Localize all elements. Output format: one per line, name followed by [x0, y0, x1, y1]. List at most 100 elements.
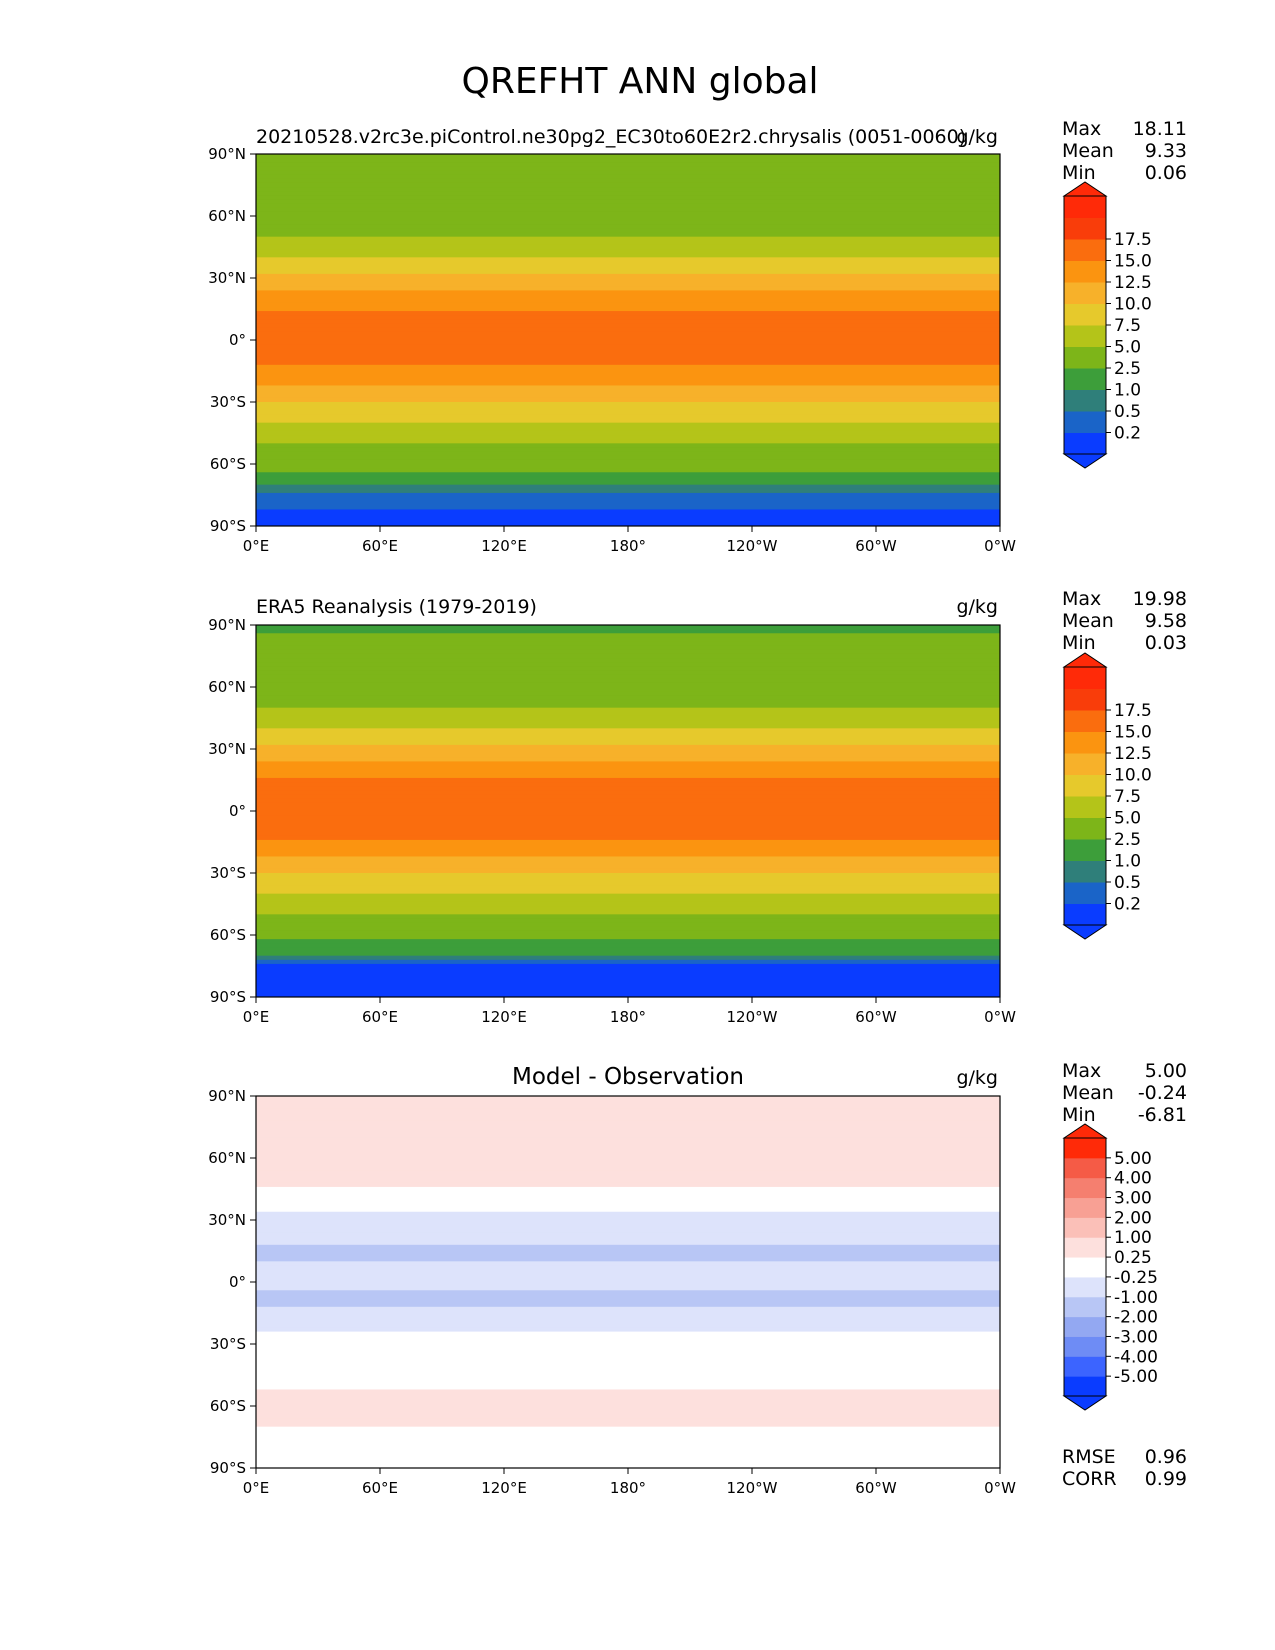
field-band	[256, 381, 1000, 387]
x-tick-label: 60°E	[362, 1479, 398, 1497]
field-band	[256, 182, 1000, 188]
field-band	[256, 286, 1000, 291]
colorbar-segment	[1064, 303, 1106, 326]
colorbar-segment	[1064, 903, 1106, 926]
map-field	[256, 154, 1000, 526]
field-band	[256, 1253, 1000, 1258]
field-band	[256, 1447, 1000, 1453]
field-band	[256, 939, 1000, 944]
field-band	[256, 1248, 1000, 1254]
field-band	[256, 459, 1000, 465]
field-band	[256, 501, 1000, 506]
field-band	[256, 327, 1000, 333]
field-band	[256, 273, 1000, 279]
field-band	[256, 955, 1000, 961]
field-band	[256, 922, 1000, 928]
field-band	[256, 203, 1000, 209]
field-band	[256, 1372, 1000, 1378]
colorbar-tick-label: 0.5	[1114, 402, 1141, 422]
field-band	[256, 1348, 1000, 1353]
field-band	[256, 331, 1000, 337]
colorbar-tick-label: -0.25	[1114, 1268, 1158, 1288]
field-band	[256, 831, 1000, 837]
field-band	[256, 645, 1000, 651]
field-band	[256, 1182, 1000, 1188]
field-band	[256, 1434, 1000, 1440]
y-tick-label: 60°S	[210, 1397, 246, 1415]
field-band	[256, 633, 1000, 638]
field-band	[256, 666, 1000, 672]
field-band	[256, 1294, 1000, 1300]
field-band	[256, 1166, 1000, 1171]
field-band	[256, 265, 1000, 271]
colorbar-segment	[1064, 774, 1106, 797]
field-band	[256, 451, 1000, 457]
colorbar-tick-label: 10.0	[1114, 295, 1152, 315]
field-band	[256, 492, 1000, 498]
colorbar-tick-label: -2.00	[1114, 1308, 1158, 1328]
y-tick-label: 30°N	[208, 1211, 246, 1229]
x-tick-label: 0°W	[984, 537, 1016, 555]
field-band	[256, 430, 1000, 436]
field-band	[256, 649, 1000, 655]
colorbar-tick-label: 12.5	[1114, 273, 1152, 293]
field-band	[256, 224, 1000, 229]
colorbar-segment	[1064, 1376, 1106, 1397]
field-band	[256, 497, 1000, 502]
field-band	[256, 699, 1000, 705]
field-band	[256, 1443, 1000, 1448]
colorbar-tick-label: 5.0	[1114, 809, 1141, 829]
field-band	[256, 195, 1000, 201]
field-band	[256, 1360, 1000, 1366]
field-band	[256, 819, 1000, 824]
field-band	[256, 216, 1000, 221]
field-band	[256, 1323, 1000, 1329]
field-band	[256, 364, 1000, 370]
field-band	[256, 1203, 1000, 1209]
field-band	[256, 889, 1000, 895]
y-tick-label: 30°N	[208, 740, 246, 758]
field-band	[256, 976, 1000, 982]
y-tick-label: 30°N	[208, 269, 246, 287]
field-band	[256, 678, 1000, 684]
field-band	[256, 236, 1000, 242]
x-tick-label: 180°	[610, 537, 646, 555]
field-band	[256, 761, 1000, 767]
map-field	[256, 1096, 1000, 1468]
colorbar-tick-label: 1.00	[1114, 1228, 1152, 1248]
colorbar-tick-label: 15.0	[1114, 252, 1152, 272]
x-tick-label: 120°W	[727, 1008, 778, 1026]
stat-label: Max	[1062, 1060, 1101, 1082]
colorbar-tick-label: 7.5	[1114, 787, 1141, 807]
field-band	[256, 1422, 1000, 1428]
y-tick-label: 30°S	[210, 1335, 246, 1353]
field-band	[256, 1385, 1000, 1391]
field-band	[256, 873, 1000, 878]
field-band	[256, 906, 1000, 911]
colorbar-segment	[1064, 389, 1106, 412]
field-band	[256, 1199, 1000, 1205]
field-band	[256, 191, 1000, 196]
field-band	[256, 435, 1000, 440]
metric-value: 0.96	[1145, 1446, 1187, 1468]
x-tick-label: 120°E	[481, 1479, 527, 1497]
field-band	[256, 352, 1000, 358]
y-tick-label: 60°N	[208, 207, 246, 225]
colorbar-segment	[1064, 196, 1106, 218]
field-band	[256, 852, 1000, 858]
field-band	[256, 1410, 1000, 1415]
field-band	[256, 798, 1000, 804]
colorbar-segment	[1064, 1237, 1106, 1258]
field-band	[256, 199, 1000, 205]
field-band	[256, 1211, 1000, 1217]
colorbar-segment	[1064, 710, 1106, 732]
colorbar-segment	[1064, 1217, 1106, 1238]
x-tick-label: 0°E	[243, 1008, 270, 1026]
stat-label: Min	[1062, 162, 1096, 184]
x-tick-label: 120°E	[481, 537, 527, 555]
field-band	[256, 1389, 1000, 1395]
colorbar-segment	[1064, 217, 1106, 240]
field-band	[256, 1120, 1000, 1126]
field-band	[256, 1418, 1000, 1424]
colorbar-segment	[1064, 839, 1106, 861]
